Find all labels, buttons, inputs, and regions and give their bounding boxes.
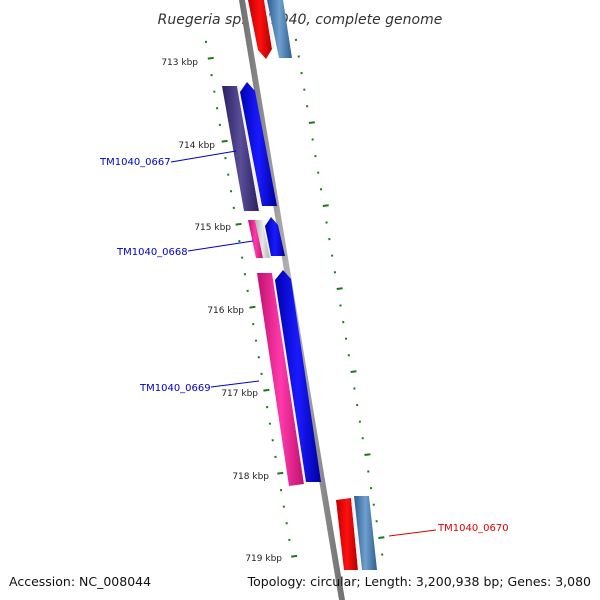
- major-tick-right: [350, 370, 357, 373]
- map-title: Ruegeria sp. TM1040, complete genome: [158, 12, 443, 28]
- leader-line-0669: [210, 380, 260, 388]
- cds-red-0670: [336, 498, 358, 570]
- scale-labels: 713 kbp 714 kbp 715 kbp 716 kbp 717 kbp …: [161, 58, 282, 564]
- major-tick-left: [277, 471, 284, 475]
- gene-label-0669[interactable]: TM1040_0669: [139, 383, 211, 394]
- cds-steel-0670: [354, 496, 377, 570]
- scale-label-715: 715 kbp: [194, 223, 231, 233]
- leader-line-0670: [388, 529, 437, 537]
- scale-label-714: 714 kbp: [178, 141, 215, 151]
- cds-blue-0669: [275, 270, 321, 482]
- cds-red-top: [248, 0, 272, 59]
- major-tick-left: [207, 56, 214, 60]
- genome-stats: Topology: circular; Length: 3,200,938 bp…: [247, 574, 591, 589]
- cds-purple-0667: [222, 86, 259, 211]
- leader-line-0667: [170, 150, 237, 163]
- major-tick-left: [291, 554, 298, 558]
- scale-label-713: 713 kbp: [161, 58, 198, 68]
- gene-label-0667[interactable]: TM1040_0667: [99, 157, 171, 168]
- scale-label-717: 717 kbp: [221, 389, 258, 399]
- accession-label: Accession: NC_008044: [9, 574, 151, 589]
- major-tick-left: [221, 139, 228, 143]
- major-tick-right: [336, 287, 343, 290]
- cds-white-0667: [237, 86, 262, 211]
- gene-label-0668[interactable]: TM1040_0668: [116, 247, 188, 258]
- gene-label-0670[interactable]: TM1040_0670: [437, 523, 509, 534]
- cds-blue-0668: [265, 217, 285, 256]
- cds-steel-top: [267, 0, 292, 58]
- scale-label-718: 718 kbp: [232, 472, 269, 482]
- cds-blue-0667: [240, 82, 277, 206]
- cds-pink-0668: [248, 220, 263, 258]
- cds-white-top: [264, 0, 275, 49]
- leader-line-0668: [187, 240, 254, 252]
- cds-pink-0669: [257, 273, 304, 486]
- major-tick-left: [263, 388, 270, 392]
- scale-label-719: 719 kbp: [245, 554, 282, 564]
- major-tick-right: [308, 121, 315, 124]
- cds-white-0670: [351, 498, 361, 570]
- major-tick-right: [378, 536, 385, 539]
- major-tick-right: [322, 204, 329, 207]
- scale-label-716: 716 kbp: [207, 306, 244, 316]
- cds-lightgray-0668: [255, 220, 270, 258]
- major-tick-left: [235, 222, 242, 226]
- major-tick-right: [364, 453, 371, 456]
- scale-ticks: [204, 38, 385, 558]
- major-tick-left: [249, 305, 256, 309]
